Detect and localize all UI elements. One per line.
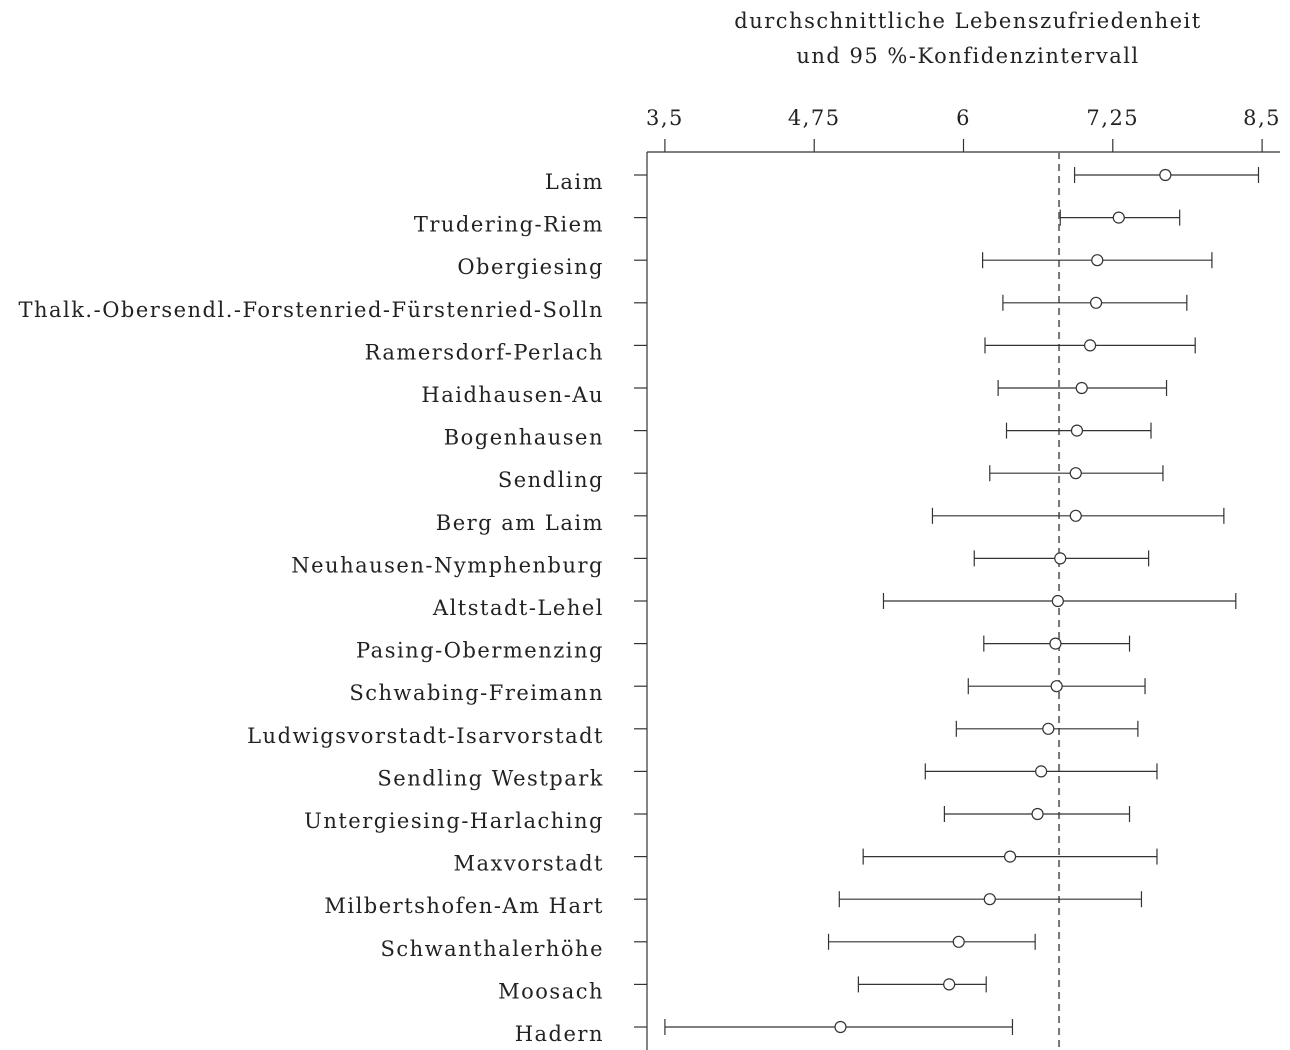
- category-axis: Laim Trudering-Riem Obergiesing Thalk.-Ober…: [18, 170, 647, 1046]
- x-axis: 3,5 4,75 6 7,25 8,5: [646, 106, 1281, 1050]
- mean-point: [1042, 722, 1055, 735]
- category-label: Moosach: [498, 979, 604, 1003]
- category-label: Sendling: [498, 468, 604, 492]
- mean-point: [1051, 594, 1064, 608]
- category-label: Haidhausen-Au: [421, 383, 604, 407]
- mean-point: [1054, 552, 1067, 565]
- mean-point: [983, 893, 996, 906]
- mean-point: [1035, 765, 1048, 778]
- category-label: Trudering-Riem: [414, 213, 604, 237]
- category-label: Obergiesing: [457, 255, 604, 279]
- x-tick-label: 7,25: [1086, 106, 1139, 130]
- error-bars: [664, 167, 1260, 1035]
- x-tick-label: 6: [956, 106, 971, 130]
- mean-point: [1083, 339, 1097, 352]
- mean-points: [834, 168, 1172, 1034]
- mean-point: [1070, 424, 1084, 437]
- mean-point: [1091, 254, 1104, 267]
- mean-point: [1159, 168, 1172, 182]
- category-label: Hadern: [515, 1022, 604, 1046]
- category-label: Maxvorstadt: [453, 852, 604, 876]
- mean-point: [1049, 637, 1062, 650]
- category-label: Schwabing-Freimann: [349, 681, 604, 705]
- x-tick-label: 4,75: [788, 106, 841, 130]
- category-label: Ramersdorf-Perlach: [365, 340, 604, 364]
- mean-point: [1069, 509, 1082, 522]
- category-label: Bogenhausen: [444, 426, 604, 450]
- category-label: Ludwigsvorstadt-Isarvorstadt: [247, 724, 604, 748]
- mean-point: [1050, 680, 1063, 693]
- category-label: Thalk.-Obersendl.-Forstenried-Fürstenrie…: [18, 298, 604, 322]
- category-label: Sendling Westpark: [377, 766, 604, 790]
- category-label: Laim: [545, 170, 604, 194]
- mean-point: [1112, 211, 1125, 224]
- mean-point: [1031, 807, 1044, 821]
- chart-title-line1: durchschnittliche Lebenszufriedenheit: [734, 9, 1201, 33]
- category-label: Altstadt-Lehel: [432, 596, 604, 620]
- mean-point: [1069, 467, 1082, 480]
- mean-point: [1089, 296, 1103, 309]
- mean-point: [952, 935, 965, 948]
- mean-point: [1003, 850, 1017, 863]
- mean-point: [834, 1020, 847, 1034]
- mean-point: [943, 978, 956, 991]
- x-tick-label: 3,5: [646, 106, 684, 130]
- mean-point: [1075, 381, 1088, 395]
- category-label: Schwanthalerhöhe: [381, 937, 604, 961]
- category-label: Untergiesing-Harlaching: [304, 809, 604, 833]
- category-label: Berg am Laim: [436, 511, 604, 535]
- category-label: Milbertshofen-Am Hart: [324, 894, 604, 918]
- category-label: Pasing-Obermenzing: [356, 639, 604, 663]
- category-label: Neuhausen-Nymphenburg: [291, 553, 604, 577]
- chart-title-line2: und 95 %-Konfidenzintervall: [796, 44, 1139, 68]
- x-tick-label: 8,5: [1243, 106, 1281, 130]
